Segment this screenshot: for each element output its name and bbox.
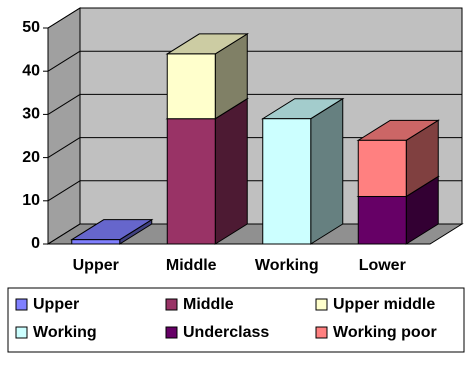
legend-box — [7, 287, 465, 353]
legend-swatch — [15, 326, 28, 339]
x-tick-label: Lower — [359, 257, 406, 274]
bar — [262, 118, 312, 245]
grid-line — [47, 223, 81, 245]
bar — [71, 239, 121, 245]
bar-segment — [165, 97, 249, 245]
bar-segment — [165, 33, 249, 120]
bar-segment — [356, 119, 440, 198]
legend-label: Working — [33, 324, 97, 341]
bar-segment — [70, 218, 154, 245]
y-tick-label: 30 — [22, 106, 40, 123]
bar — [166, 118, 216, 245]
bar-segment — [261, 97, 345, 245]
y-tick-label: 0 — [31, 235, 40, 252]
legend-label: Upper — [33, 296, 79, 313]
legend-label: Underclass — [183, 324, 269, 341]
side-wall — [47, 7, 81, 245]
y-tick-label: 20 — [22, 149, 40, 166]
grid-line — [47, 7, 81, 29]
legend-swatch — [15, 298, 28, 311]
grid-line — [47, 137, 81, 159]
y-tick-label: 40 — [22, 62, 40, 79]
legend-swatch — [165, 326, 178, 339]
legend-label: Middle — [183, 296, 234, 313]
bar — [357, 195, 407, 245]
x-tick-label: Upper — [73, 257, 119, 274]
bar — [166, 53, 216, 120]
legend-label: Working poor — [333, 324, 437, 341]
legend-swatch — [165, 298, 178, 311]
bar — [357, 139, 407, 197]
grid-line — [47, 50, 81, 72]
y-tick-label: 10 — [22, 192, 40, 209]
legend-label: Upper middle — [333, 296, 435, 313]
legend-swatch — [315, 298, 328, 311]
grid-line — [47, 93, 81, 115]
bar-side — [214, 97, 248, 245]
bar-side — [310, 97, 344, 245]
grid-line — [47, 180, 81, 202]
x-tick-label: Middle — [166, 257, 217, 274]
legend-swatch — [315, 326, 328, 339]
x-tick-label: Working — [255, 257, 319, 274]
y-tick-label: 50 — [22, 19, 40, 36]
